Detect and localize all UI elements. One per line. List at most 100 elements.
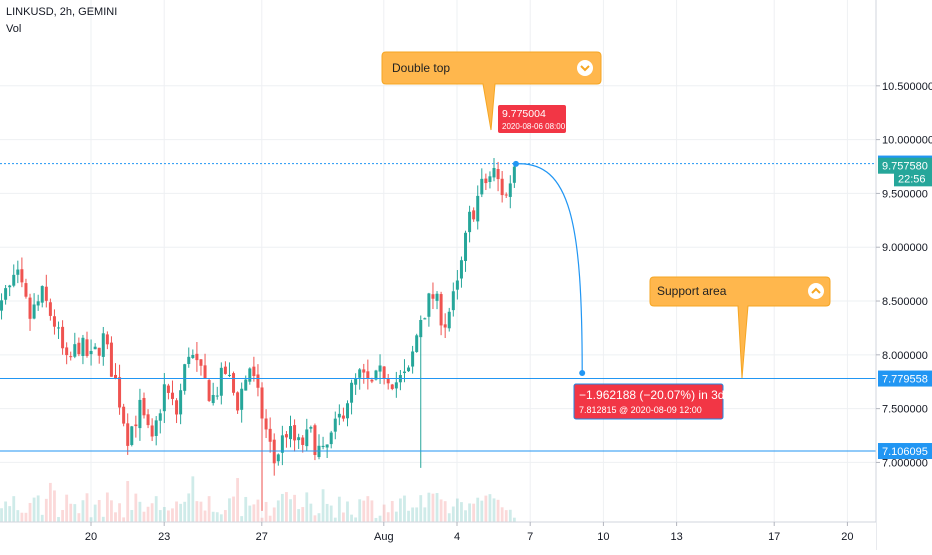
volume-bar (264, 501, 268, 522)
volume-bar (350, 514, 353, 522)
volume-bar (61, 509, 64, 522)
candle-body (89, 350, 93, 355)
volume-bar (394, 511, 398, 522)
volume-bar (342, 512, 345, 522)
chevron-up-icon[interactable] (808, 283, 824, 299)
volume-bar (85, 493, 89, 522)
volume-bar (423, 507, 427, 522)
countdown-badge (894, 170, 932, 187)
volume-bar (24, 512, 28, 522)
double-top-callout[interactable] (381, 51, 602, 131)
candle-body (69, 356, 73, 358)
volume-bar (203, 510, 207, 522)
volume-bar (472, 503, 476, 522)
arc-end-point[interactable] (579, 369, 586, 376)
volume-bar (272, 507, 276, 522)
volume-bar (374, 517, 378, 522)
candle-body (166, 385, 170, 393)
candle-body (431, 294, 435, 299)
time-tick-label: 20 (841, 531, 853, 543)
chevron-down-icon[interactable] (577, 60, 593, 76)
candle-body (232, 373, 236, 393)
candle-body (162, 384, 166, 412)
volume-bar (40, 514, 44, 522)
volume-bar (240, 516, 244, 522)
candle-body (480, 178, 484, 195)
candle-body (28, 297, 32, 319)
support-area-callout[interactable] (649, 276, 831, 379)
volume-bar (154, 496, 158, 522)
candle-body (0, 300, 4, 311)
candle-body (207, 380, 211, 401)
candle-body (154, 420, 158, 436)
chevron-up-icon-glyph (811, 287, 821, 294)
volume-bar (443, 501, 447, 522)
candle-body (468, 211, 472, 233)
volume-bar (118, 503, 121, 522)
candle-body (415, 335, 419, 352)
price-badge-text: 7.106095 (882, 446, 928, 458)
candle-body (101, 333, 105, 357)
volume-bar (105, 492, 109, 522)
volume-bar (260, 517, 264, 522)
volume-bar (219, 514, 223, 522)
volume-bar (460, 502, 463, 522)
volume-bar (248, 505, 252, 522)
candle-body (73, 344, 77, 357)
volume-bar (175, 501, 178, 522)
volume-bar (276, 500, 280, 522)
candle-body (8, 285, 12, 288)
volume-bar (69, 503, 73, 522)
volume-bar (223, 510, 227, 522)
candle-body (40, 286, 44, 303)
candle-body (370, 379, 374, 382)
candle-body (382, 366, 386, 379)
volume-bar (20, 512, 24, 522)
candle-body (305, 429, 309, 447)
time-tick-label: 7 (527, 531, 533, 543)
price-tick-label: 9.500000 (882, 188, 928, 200)
volume-bar (488, 494, 492, 522)
candle-body (130, 426, 134, 445)
volume-bar (207, 496, 211, 522)
candle-body (150, 425, 154, 437)
volume-bar (464, 510, 467, 522)
volume-bar (317, 513, 321, 522)
volume-bar (268, 515, 272, 522)
countdown-text: 22:56 (898, 173, 926, 185)
projection-arc[interactable] (515, 163, 583, 373)
candle-body (65, 347, 69, 356)
volume-bar (232, 496, 235, 522)
price-tick-label: 10.000000 (882, 135, 932, 147)
candle-body (24, 283, 28, 297)
candle-body (52, 316, 56, 327)
volume-bar (337, 496, 341, 522)
candle-body (36, 301, 40, 306)
volume-bar (439, 499, 443, 522)
candle-body (219, 367, 223, 396)
candle-body (175, 400, 179, 415)
candle-body (484, 178, 488, 184)
volume-bar (8, 506, 12, 522)
candle-body (85, 339, 89, 356)
candle-body (500, 178, 504, 196)
time-axis[interactable] (0, 522, 876, 550)
volume-bar (354, 517, 358, 522)
volume-bar (252, 504, 256, 522)
volume-bar (167, 510, 170, 522)
price-tick-label: 10.500000 (882, 81, 932, 93)
chart-title: LINKUSD, 2h, GEMINI (6, 6, 118, 18)
volume-bar (236, 478, 239, 522)
line-price-badge (878, 370, 932, 387)
candle-body (57, 327, 61, 329)
volume-bar (504, 510, 508, 522)
arc-start-point[interactable] (512, 160, 519, 167)
volume-bar (44, 498, 48, 522)
volume-bar (427, 492, 431, 522)
candle-body (411, 351, 415, 367)
volume-bar (12, 496, 16, 522)
candle-body (4, 288, 8, 300)
volume-bar (500, 507, 504, 522)
